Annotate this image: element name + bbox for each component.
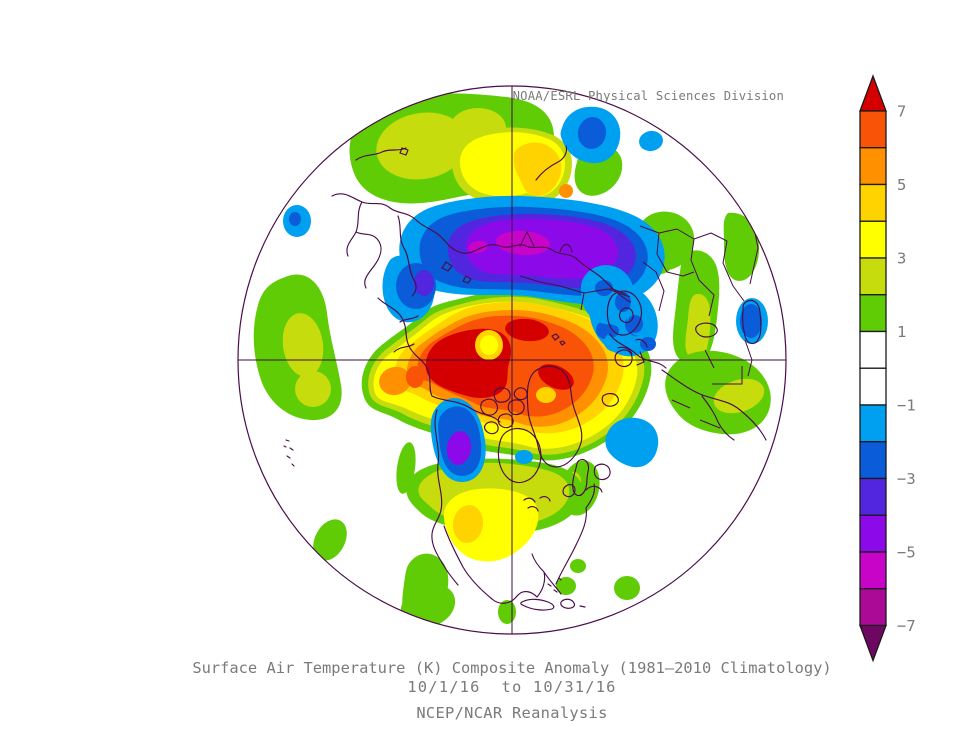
colorbar-segment bbox=[859, 551, 887, 590]
colorbar-segment bbox=[859, 183, 887, 222]
colorbar-arrow-bottom bbox=[859, 624, 887, 663]
colorbar-scale: 7 5 3 1 −1 −3 −5 −7 bbox=[859, 74, 916, 663]
colorbar-segment bbox=[859, 367, 887, 406]
colorbar-segment bbox=[859, 588, 887, 627]
colorbar-segment bbox=[859, 110, 887, 149]
colorbar-segment bbox=[859, 294, 887, 333]
colorbar-segment bbox=[859, 404, 887, 443]
colorbar-tick-label: −5 bbox=[897, 544, 916, 562]
colorbar-segment bbox=[859, 477, 887, 516]
colorbar-segment bbox=[859, 514, 887, 553]
colorbar-segment bbox=[859, 330, 887, 369]
coastlines bbox=[283, 145, 767, 611]
colorbar-tick-label: −7 bbox=[897, 617, 916, 635]
colorbar-tick-label: 3 bbox=[897, 250, 906, 268]
colorbar-tick-label: −1 bbox=[897, 397, 916, 415]
colorbar-tick-label: 1 bbox=[897, 323, 906, 341]
colorbar-arrow-top bbox=[859, 74, 887, 112]
date-range: 10/1/16 to 10/31/16 bbox=[407, 678, 617, 696]
colorbar-segment bbox=[859, 441, 887, 480]
dataset-source: NCEP/NCAR Reanalysis bbox=[416, 704, 608, 722]
attribution-text: NOAA/ESRL Physical Sciences Division bbox=[512, 89, 784, 103]
chart-title: Surface Air Temperature (K) Composite An… bbox=[192, 659, 832, 677]
colorbar-tick-label: 7 bbox=[897, 103, 906, 121]
colorbar-segment bbox=[859, 257, 887, 296]
map-boundary-circle bbox=[237, 85, 787, 635]
colorbar-segment bbox=[859, 147, 887, 186]
map-interior bbox=[238, 86, 786, 634]
colorbar: 7 5 3 1 −1 −3 −5 −7 bbox=[852, 74, 960, 674]
colorbar-segment bbox=[859, 220, 887, 259]
colorbar-tick-label: −3 bbox=[897, 470, 916, 488]
colorbar-tick-label: 5 bbox=[897, 176, 906, 194]
